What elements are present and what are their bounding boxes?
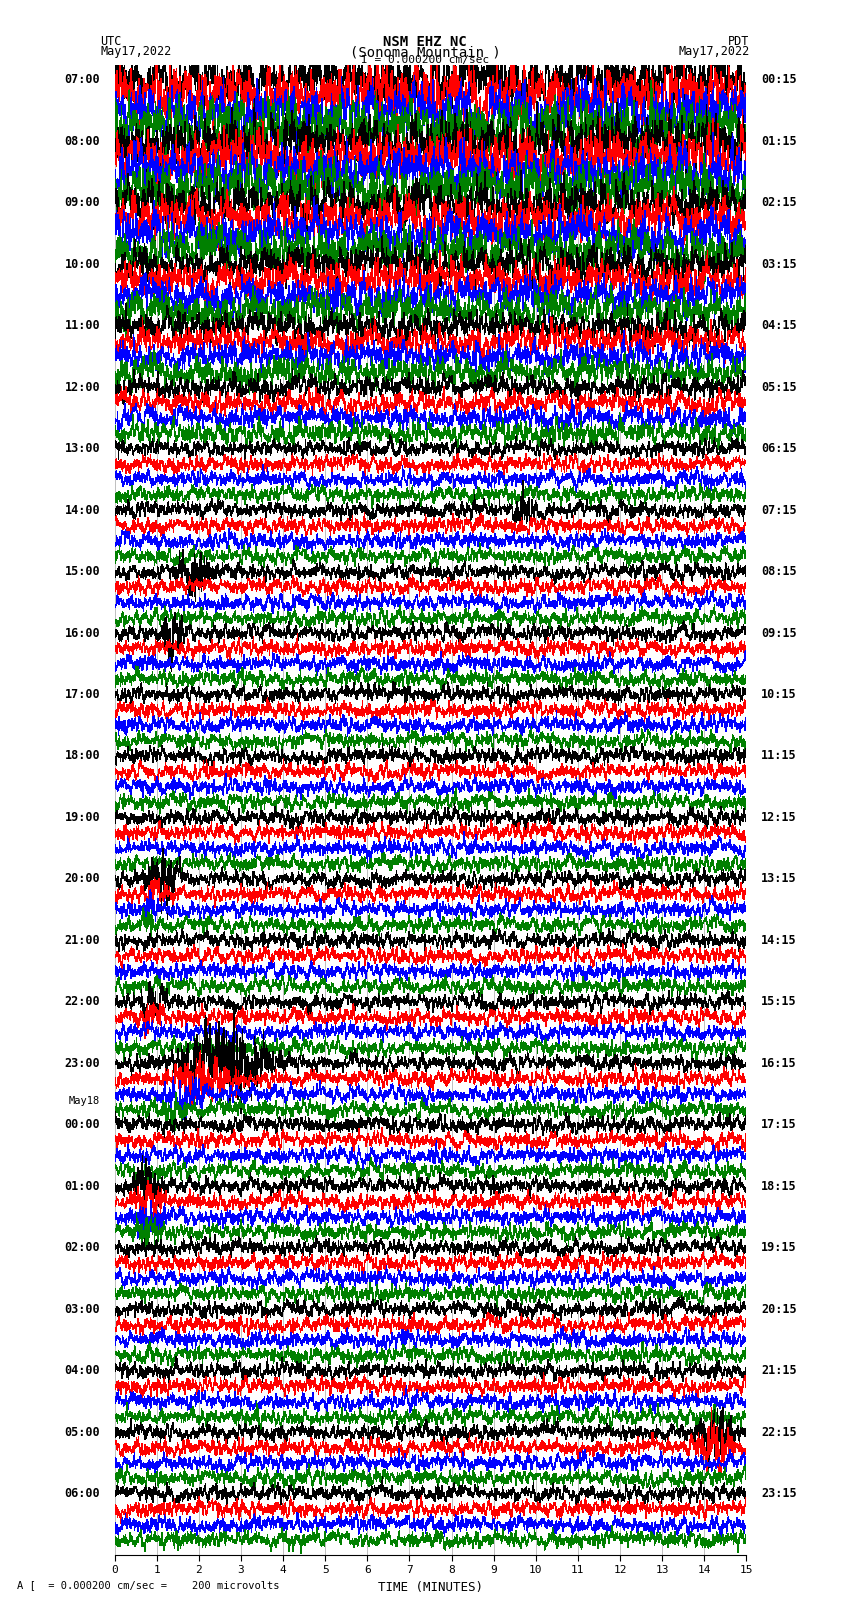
Text: 15:15: 15:15 (761, 995, 796, 1008)
Text: 08:00: 08:00 (65, 135, 100, 148)
Text: May18: May18 (69, 1095, 100, 1107)
Text: 11:00: 11:00 (65, 319, 100, 332)
Text: 06:15: 06:15 (761, 442, 796, 455)
Text: 20:15: 20:15 (761, 1303, 796, 1316)
Text: 07:00: 07:00 (65, 73, 100, 87)
Text: 17:00: 17:00 (65, 689, 100, 702)
Text: 09:15: 09:15 (761, 626, 796, 639)
Text: 01:00: 01:00 (65, 1179, 100, 1192)
Text: 00:00: 00:00 (65, 1118, 100, 1131)
Text: 13:00: 13:00 (65, 442, 100, 455)
Text: 16:15: 16:15 (761, 1057, 796, 1069)
Text: 18:15: 18:15 (761, 1179, 796, 1192)
Text: 09:00: 09:00 (65, 197, 100, 210)
Text: 21:00: 21:00 (65, 934, 100, 947)
Text: 18:00: 18:00 (65, 750, 100, 763)
Text: 16:00: 16:00 (65, 626, 100, 639)
Text: 05:15: 05:15 (761, 381, 796, 394)
Text: 05:00: 05:00 (65, 1426, 100, 1439)
Text: 03:15: 03:15 (761, 258, 796, 271)
Text: May17,2022: May17,2022 (678, 45, 750, 58)
Text: I = 0.000200 cm/sec: I = 0.000200 cm/sec (361, 55, 489, 65)
Text: 07:15: 07:15 (761, 503, 796, 516)
Text: 10:00: 10:00 (65, 258, 100, 271)
Text: 15:00: 15:00 (65, 565, 100, 577)
Text: 14:00: 14:00 (65, 503, 100, 516)
Text: NSM EHZ NC: NSM EHZ NC (383, 35, 467, 50)
Text: 23:15: 23:15 (761, 1487, 796, 1500)
Text: May17,2022: May17,2022 (100, 45, 172, 58)
Text: 12:00: 12:00 (65, 381, 100, 394)
Text: 22:15: 22:15 (761, 1426, 796, 1439)
Text: 23:00: 23:00 (65, 1057, 100, 1069)
Text: 11:15: 11:15 (761, 750, 796, 763)
Text: 04:00: 04:00 (65, 1365, 100, 1378)
Text: 22:00: 22:00 (65, 995, 100, 1008)
Text: UTC: UTC (100, 35, 122, 48)
Text: 17:15: 17:15 (761, 1118, 796, 1131)
Text: 14:15: 14:15 (761, 934, 796, 947)
Text: 08:15: 08:15 (761, 565, 796, 577)
Text: 19:00: 19:00 (65, 811, 100, 824)
Text: (Sonoma Mountain ): (Sonoma Mountain ) (349, 45, 501, 60)
Text: 12:15: 12:15 (761, 811, 796, 824)
Text: 02:00: 02:00 (65, 1240, 100, 1255)
Text: 21:15: 21:15 (761, 1365, 796, 1378)
Text: 10:15: 10:15 (761, 689, 796, 702)
X-axis label: TIME (MINUTES): TIME (MINUTES) (378, 1581, 483, 1594)
Text: A [  = 0.000200 cm/sec =    200 microvolts: A [ = 0.000200 cm/sec = 200 microvolts (17, 1581, 280, 1590)
Text: 20:00: 20:00 (65, 873, 100, 886)
Text: PDT: PDT (728, 35, 750, 48)
Text: 01:15: 01:15 (761, 135, 796, 148)
Text: 02:15: 02:15 (761, 197, 796, 210)
Text: 04:15: 04:15 (761, 319, 796, 332)
Text: 06:00: 06:00 (65, 1487, 100, 1500)
Text: 00:15: 00:15 (761, 73, 796, 87)
Text: 19:15: 19:15 (761, 1240, 796, 1255)
Text: 13:15: 13:15 (761, 873, 796, 886)
Text: 03:00: 03:00 (65, 1303, 100, 1316)
